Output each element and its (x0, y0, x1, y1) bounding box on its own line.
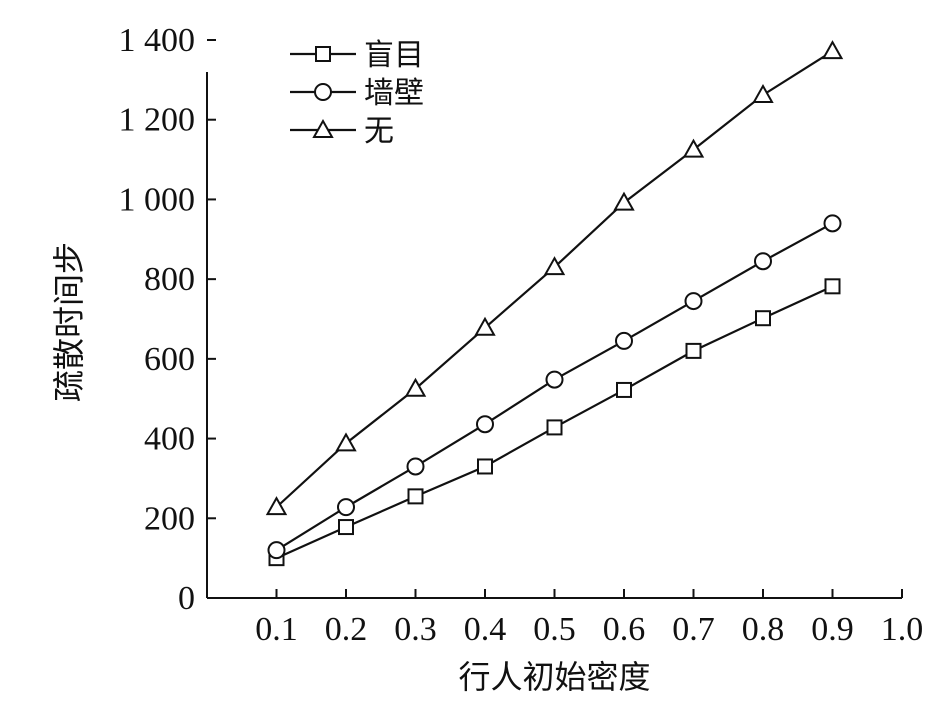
x-tick-label: 0.1 (255, 611, 298, 648)
y-tick-label: 800 (144, 261, 195, 298)
legend-item: 盲目 (290, 38, 424, 73)
y-tick-label: 400 (144, 421, 195, 458)
x-tick-label: 1.0 (881, 611, 924, 648)
data-point (824, 278, 841, 295)
data-point (338, 519, 354, 536)
x-tick-label: 0.9 (811, 611, 854, 648)
data-point (543, 256, 566, 276)
series-2 (267, 214, 842, 560)
x-axis-title: 行人初始密度 (458, 658, 650, 696)
x-tick-label: 0.7 (672, 611, 715, 648)
x-tick-label: 0.6 (603, 611, 646, 648)
data-point (754, 252, 772, 271)
data-point (755, 310, 771, 327)
x-tick-label: 0.5 (533, 611, 576, 648)
data-point (407, 488, 424, 505)
data-point (752, 83, 774, 104)
data-point (682, 138, 705, 158)
y-tick-label: 1 000 (119, 181, 196, 218)
legend-marker (315, 46, 331, 62)
y-tick-label: 1 200 (119, 102, 196, 139)
data-point (684, 292, 703, 311)
legend-label: 盲目 (364, 38, 424, 73)
x-tick-label: 0.2 (325, 611, 368, 648)
data-point (476, 415, 494, 434)
x-tick-label: 0.8 (742, 611, 785, 648)
y-axis-title: 疏散时间步 (50, 242, 88, 402)
y-tick-label: 0 (178, 580, 195, 617)
data-point (685, 342, 702, 359)
data-point (615, 331, 633, 350)
y-ticks: 0 200 400 600 800 1 000 1 200 1 400 (119, 22, 216, 617)
data-point (404, 377, 427, 397)
x-tick-label: 0.3 (394, 611, 437, 648)
series-3 (265, 40, 844, 516)
legend-label: 墙壁 (364, 76, 424, 111)
series-line (275, 50, 834, 508)
data-point (616, 381, 632, 398)
data-point (613, 191, 635, 211)
data-point (546, 419, 563, 436)
data-point (545, 370, 564, 389)
x-ticks: 0.1 0.2 0.3 0.4 0.5 0.6 0.7 0.8 0.9 1.0 (255, 589, 923, 648)
data-point (337, 498, 355, 517)
legend-marker (314, 83, 332, 101)
data-point (477, 458, 493, 475)
legend-item: 墙壁 (290, 76, 424, 111)
data-point (267, 541, 286, 560)
data-point (335, 432, 357, 452)
legend-item: 无 (290, 114, 394, 149)
data-point (265, 496, 288, 516)
y-tick-label: 200 (144, 500, 195, 537)
y-tick-label: 1 400 (119, 22, 196, 59)
data-point (821, 40, 844, 60)
y-tick-label: 600 (144, 341, 195, 378)
data-point (406, 457, 425, 476)
legend-marker (312, 118, 334, 138)
series-1 (268, 278, 841, 567)
data-point (823, 214, 842, 233)
data-point (474, 316, 496, 336)
x-tick-label: 0.4 (464, 611, 507, 648)
axes (206, 72, 902, 599)
legend-label: 无 (364, 114, 394, 149)
series (265, 40, 844, 567)
